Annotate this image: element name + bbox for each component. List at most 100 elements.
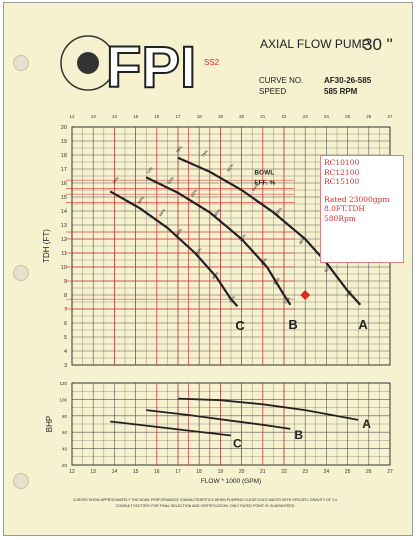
y-tick-label: 10: [61, 265, 67, 271]
y-tick-label: 8: [64, 293, 67, 299]
x-tick-label: 14: [112, 114, 118, 119]
x-tick-label: 15: [133, 114, 139, 119]
note-line: RC15100: [324, 177, 360, 187]
note-line: 8.0FT.TDH: [324, 204, 365, 214]
y-tick-label: 4: [64, 349, 67, 355]
logo-impeller-icon: [77, 52, 99, 74]
efficiency-label: 81%: [166, 175, 175, 185]
note-line: Rated 23000gpm: [324, 194, 390, 204]
efficiency-label: 74%: [111, 175, 120, 185]
bhp-chart: 12 13 14 15 16 17 18 19 20 21 22 23 24 25 26 27 20 40 60 80…: [45, 381, 393, 485]
x-tick-label: 26: [366, 469, 372, 475]
bhp-curve-c: [110, 420, 232, 437]
y-tick-label: 6: [64, 321, 67, 327]
x-tick-label: 23: [303, 114, 309, 119]
note-line: [324, 187, 400, 195]
note-line: RC12100: [324, 167, 360, 177]
y-tick-label: 9: [64, 279, 67, 285]
y-tick-label: 12: [61, 237, 67, 243]
efficiency-label: 72%: [283, 296, 292, 306]
curve-label-a: A: [358, 317, 368, 332]
efficiency-label: 84%: [251, 182, 260, 192]
bhp-curve-b: [146, 409, 291, 430]
x-tick-label: 16: [154, 114, 160, 119]
y-tick-label: 16: [61, 181, 67, 187]
eff-label: EFF. %: [254, 179, 275, 186]
x-tick-label: 27: [387, 114, 393, 119]
efficiency-label: 85%: [194, 247, 203, 257]
x-tick-label: 25: [345, 469, 351, 475]
y-tick-label: 3: [64, 363, 67, 369]
y-tick-label: 5: [64, 335, 67, 341]
efficiency-label: 80%: [137, 195, 146, 205]
efficiency-label: 85%: [213, 207, 222, 217]
y-tick-label: 60: [62, 430, 68, 435]
plot-frame: [71, 382, 391, 466]
x-tick-label: 20: [239, 114, 245, 119]
x-tick-label: 19: [218, 114, 224, 119]
efficiency-label: 78%: [175, 144, 184, 154]
logo-ring: [60, 35, 116, 91]
x-tick-label: 24: [324, 469, 330, 475]
bhp-curve-label-c: C: [233, 436, 242, 450]
x-tick-label: 19: [218, 469, 224, 475]
footer-line-1: CURVES SHOW APPROXIMATELY THE BOWL PERFO…: [73, 498, 338, 502]
efficiency-label: 86%: [175, 227, 184, 237]
efficiency-label: 80%: [211, 270, 220, 280]
rating-note: RC10100 RC12100 RC15100 Rated 23000gpm 8…: [320, 155, 404, 263]
efficiency-label: 81%: [272, 276, 281, 286]
binder-hole: [13, 265, 29, 281]
y-tick-label: 11: [61, 251, 67, 257]
bhp-curve-label-a: A: [362, 417, 371, 431]
x-tick-label: 26: [366, 114, 372, 119]
efficiency-label: 72%: [145, 165, 154, 175]
note-line: RC10100: [324, 158, 360, 167]
tag-text: SS2: [204, 58, 220, 67]
x-tick-label: 17: [175, 114, 181, 119]
curve-label: CURVE NO.: [259, 76, 303, 85]
x-tick-label: 20: [239, 469, 245, 475]
x-tick-label: 21: [260, 114, 266, 119]
efficiency-label: 79%: [200, 149, 209, 159]
y-tick-label: 80: [62, 414, 68, 419]
x-tick-label: 13: [90, 469, 96, 475]
eff-label: BOWL: [254, 170, 274, 177]
x-tick-label: 18: [196, 469, 202, 475]
x-axis-label: FLOW * 1000 (GPM): [201, 478, 261, 485]
x-tick-label: 14: [112, 469, 118, 475]
y-tick-label: 7: [64, 307, 67, 313]
efficiency-label: 82%: [323, 263, 332, 273]
y-tick-label: 14: [61, 209, 67, 215]
y-tick-label: 15: [61, 195, 67, 201]
y-tick-label: 20: [61, 125, 67, 131]
logo-text: FPI: [106, 35, 196, 100]
footer-line-2: CONSULT FACTORY FOR FINAL SELECTION AND …: [116, 504, 295, 508]
tdh-curve-c: [109, 190, 239, 307]
binder-hole: [13, 473, 29, 489]
efficiency-label: 86%: [298, 235, 307, 245]
pump-title: AXIAL FLOW PUMP: [260, 37, 370, 51]
efficiency-label: 78%: [344, 289, 353, 299]
efficiency-label: 81%: [226, 163, 235, 173]
y-tick-label: 40: [62, 447, 68, 452]
y-tick-label: 20: [62, 463, 68, 468]
efficiency-label: 72%: [228, 294, 237, 304]
speed-value: 585 RPM: [324, 87, 358, 96]
pump-size: 30 ": [363, 35, 393, 54]
x-tick-label: 16: [154, 469, 160, 475]
y-tick-label: 13: [61, 223, 67, 229]
x-tick-label: 23: [302, 469, 308, 475]
y-axis-label: BHP: [45, 416, 54, 432]
rated-point-marker: [300, 290, 311, 300]
x-tick-label: 22: [281, 114, 287, 119]
x-tick-label: 15: [133, 469, 139, 475]
x-tick-label: 18: [197, 114, 203, 119]
x-tick-label: 25: [345, 114, 351, 119]
x-tick-label: 24: [324, 114, 330, 119]
efficiency-label: 82%: [190, 188, 199, 198]
x-tick-label: 21: [260, 469, 266, 475]
tdh-curve-a: [177, 156, 362, 306]
curve-label-c: C: [235, 318, 245, 333]
x-tick-label: 13: [91, 114, 97, 119]
